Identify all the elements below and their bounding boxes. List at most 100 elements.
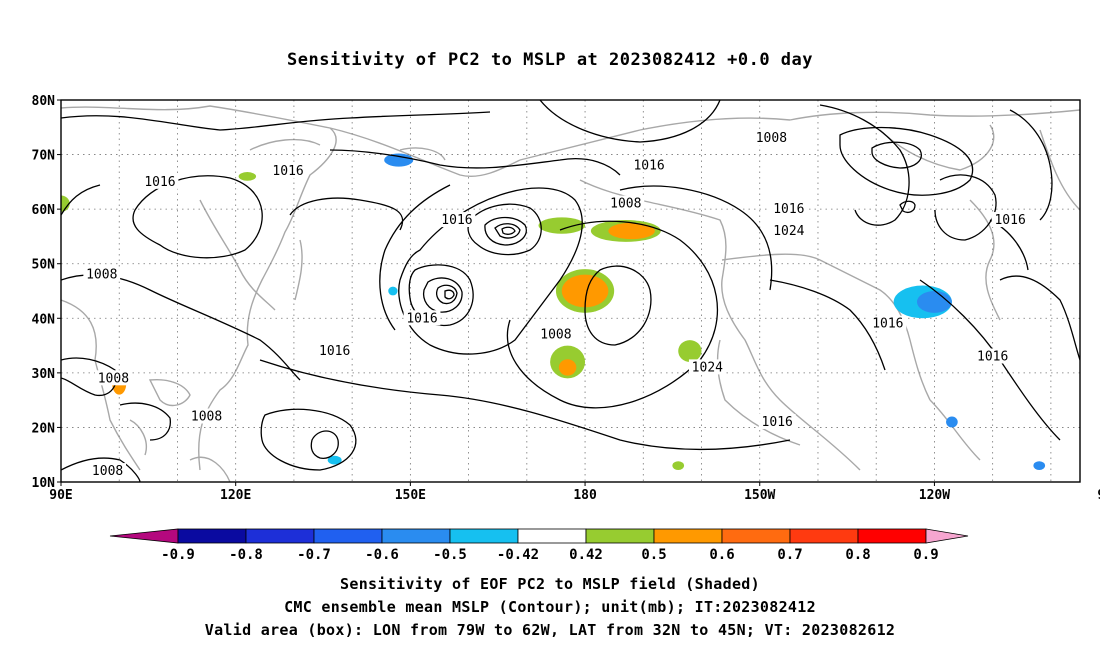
colorbar: -0.9 -0.8 -0.7 -0.6 -0.5 -0.42 0.42 0.5 0.6 0.7 0.…: [109, 528, 969, 563]
sensitivity-patch: [538, 217, 586, 234]
contour-labels: 1008101610161016101610081016102410161000…: [83, 130, 1029, 479]
contour-label-bg: [607, 195, 645, 211]
sensitivity-patch: [238, 172, 257, 181]
contour-label-bg: [770, 201, 808, 217]
colorbar-box: [245, 528, 315, 544]
colorbar-box: [517, 528, 587, 544]
sensitivity-patch: [1033, 461, 1046, 470]
colorbar-tick-label: 0.8: [845, 547, 870, 563]
colorbar-box: [381, 528, 451, 544]
map-frame: [60, 99, 1081, 483]
lon-tick-label: 90W: [1097, 488, 1100, 503]
lat-tick-label: 40N: [32, 312, 56, 327]
colorbar-box: [721, 528, 791, 544]
contour-label-bg: [438, 212, 476, 228]
colorbar-extend-high: [925, 528, 969, 544]
sensitivity-patch: [916, 291, 952, 313]
sensitivity-patch: [561, 274, 609, 308]
contour-label: 1016: [319, 344, 350, 359]
colorbar-box: [585, 528, 655, 544]
sensitivity-patch: [384, 153, 414, 167]
colorbar-tick-label: -0.7: [297, 547, 331, 563]
colorbar-tick-label: 0.42: [569, 547, 603, 563]
lat-tick-label: 70N: [32, 149, 56, 164]
contour-label-bg: [770, 222, 808, 238]
colorbar-tick-label: -0.9: [161, 547, 195, 563]
contour-label-bg: [869, 315, 907, 331]
contour-label: 1016: [272, 164, 303, 179]
contour-label-bg: [316, 343, 354, 359]
contour-label: 1016: [144, 175, 175, 190]
lon-tick-label: 120W: [919, 488, 950, 503]
contour-label-bg: [537, 326, 575, 342]
colorbar-tick-label: 0.7: [777, 547, 802, 563]
footer-line-contour: CMC ensemble mean MSLP (Contour); unit(m…: [284, 598, 816, 616]
lon-tick-label: 90E: [49, 488, 72, 503]
colorbar-box: [789, 528, 859, 544]
latitude-labels: 80N 70N 60N 50N 40N 30N 20N 10N: [32, 94, 61, 491]
mslp-contours: [61, 100, 1080, 482]
sensitivity-patch: [678, 340, 702, 362]
lon-tick-label: 180: [573, 488, 597, 503]
sensitivity-shading: [61, 153, 1046, 470]
longitude-labels: 90E120E150E180150W120W90W60W: [49, 482, 1100, 503]
lat-tick-label: 60N: [32, 203, 56, 218]
colorbar-tick-label: -0.42: [497, 547, 539, 563]
contour-label-bg: [83, 266, 121, 282]
footer-line-shading: Sensitivity of EOF PC2 to MSLP field (Sh…: [340, 575, 760, 593]
contour-label: 1016: [441, 213, 472, 228]
contour-label-bg: [688, 359, 726, 375]
lon-tick-label: 150E: [395, 488, 426, 503]
contour-label: 1016: [762, 415, 793, 430]
sensitivity-patch: [608, 222, 655, 240]
contour-label: 1016: [872, 317, 903, 332]
colorbar-tick-label: 0.5: [641, 547, 666, 563]
contour-label-bg: [89, 463, 126, 479]
contour-label-bg: [403, 310, 441, 326]
map-title: Sensitivity of PC2 to MSLP at 2023082412…: [286, 50, 813, 70]
contour-label: 1008: [86, 268, 117, 283]
sensitivity-patch: [672, 461, 685, 470]
contour-label: 1008: [98, 371, 129, 386]
sensitivity-patch: [327, 455, 342, 465]
lat-tick-label: 50N: [32, 258, 56, 273]
contour-label: 1008: [540, 328, 571, 343]
colorbar-tick-label: -0.8: [229, 547, 263, 563]
sensitivity-patch: [946, 416, 958, 428]
contour-label-bg: [95, 370, 132, 386]
lat-tick-label: 30N: [32, 367, 56, 382]
contour-label: 1008: [610, 197, 641, 212]
contour-label-bg: [974, 348, 1012, 364]
sensitivity-patch: [61, 195, 70, 212]
lon-tick-label: 150W: [744, 488, 775, 503]
colorbar-tick-label: -0.5: [433, 547, 467, 563]
footer-line-valid-area: Valid area (box): LON from 79W to 62W, L…: [204, 621, 896, 639]
contour-label-bg: [269, 162, 307, 178]
colorbar-tick-label: -0.6: [365, 547, 399, 563]
lon-tick-label: 120E: [220, 488, 251, 503]
contour-label-bg: [991, 212, 1029, 228]
sensitivity-patch: [558, 359, 577, 376]
lat-tick-label: 20N: [32, 421, 56, 436]
lat-tick-label: 10N: [32, 476, 56, 491]
colorbar-tick-label: 0.9: [913, 547, 938, 563]
colorbar-box: [313, 528, 383, 544]
contour-label-bg: [752, 130, 790, 146]
contour-label: 1016: [773, 202, 804, 217]
contour-label-bg: [630, 157, 668, 173]
lat-tick-label: 80N: [32, 94, 56, 109]
colorbar-box: [857, 528, 927, 544]
map-plot-area: 1008101610161016101610081016102410161000…: [60, 99, 1081, 483]
contour-label: 1008: [92, 464, 123, 479]
colorbar-tick-label: 0.6: [709, 547, 734, 563]
contour-label: 1016: [994, 213, 1025, 228]
contour-label: 1024: [692, 360, 723, 375]
contour-label: 1024: [773, 224, 804, 239]
contour-label-bg: [188, 408, 225, 424]
contour-label: 1016: [633, 158, 664, 173]
sensitivity-patch: [388, 286, 398, 296]
contour-label: 1008: [191, 410, 222, 425]
colorbar-box: [177, 528, 247, 544]
contour-label-bg: [758, 413, 796, 429]
